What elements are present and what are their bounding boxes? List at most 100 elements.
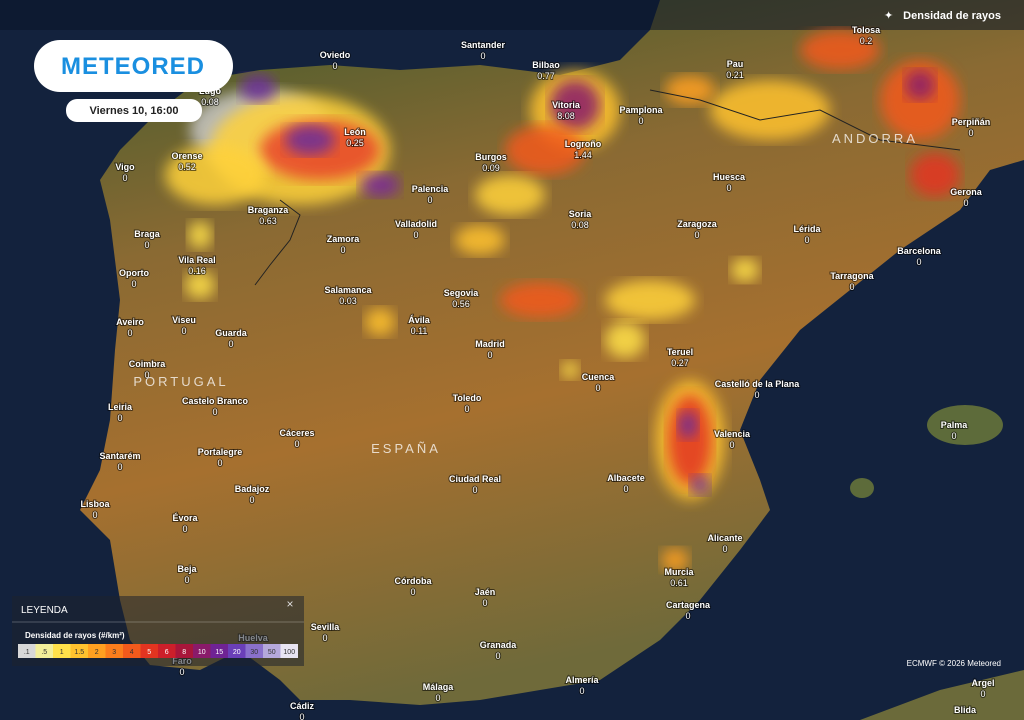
city-name: Palma xyxy=(941,420,969,430)
city-value: 0.56 xyxy=(452,299,470,309)
country-label: PORTUGAL xyxy=(133,374,228,389)
legend-label: 15 xyxy=(215,649,223,656)
storm-cell xyxy=(690,475,710,495)
city-value: 0 xyxy=(117,462,122,472)
city-name: Argel xyxy=(971,678,994,688)
city-value: 0 xyxy=(184,575,189,585)
city-name: León xyxy=(344,127,366,137)
city-value: 0.25 xyxy=(346,138,364,148)
country-label: ESPAÑA xyxy=(371,441,441,456)
legend-label: 100 xyxy=(283,649,295,656)
storm-cell xyxy=(185,271,215,299)
city-name: Viseu xyxy=(172,315,196,325)
city-name: Barcelona xyxy=(897,246,942,256)
city-name: Tolosa xyxy=(852,25,881,35)
legend-swatch xyxy=(158,644,176,658)
city-value: 0 xyxy=(722,544,727,554)
city-value: 0.52 xyxy=(178,162,196,172)
storm-cell xyxy=(360,173,400,197)
city-value: 0.16 xyxy=(188,266,206,276)
city-value: 0 xyxy=(729,440,734,450)
legend-label: 6 xyxy=(165,649,169,656)
city-name: Zamora xyxy=(327,234,361,244)
city-name: Lérida xyxy=(793,224,821,234)
city-name: Cuenca xyxy=(582,372,616,382)
city-name: Aveiro xyxy=(116,317,144,327)
city-value: 0 xyxy=(179,667,184,677)
storm-cell xyxy=(605,280,695,320)
city-value: 0 xyxy=(694,230,699,240)
city-name: Zaragoza xyxy=(677,219,718,229)
storm-cell xyxy=(240,74,276,102)
city-value: 0 xyxy=(480,51,485,61)
city-value: 0 xyxy=(340,245,345,255)
city-name: Tarragona xyxy=(830,271,874,281)
date: Viernes 10, 16:00 xyxy=(89,105,178,117)
city-value: 0 xyxy=(464,404,469,414)
city-value: 0.27 xyxy=(671,358,689,368)
city-name: Coimbra xyxy=(129,359,167,369)
logo: METEORED xyxy=(61,53,205,80)
city-value: 0 xyxy=(332,61,337,71)
storm-cell xyxy=(731,258,759,282)
city-value: 0 xyxy=(951,431,956,441)
city-name: Lisboa xyxy=(80,499,110,509)
city-name: Vila Real xyxy=(178,255,215,265)
city-name: Gerona xyxy=(950,187,983,197)
city-value: 0.03 xyxy=(339,296,357,306)
city-name: Soria xyxy=(569,209,593,219)
city-value: 0 xyxy=(968,128,973,138)
legend-swatch xyxy=(70,644,88,658)
city-name: Madrid xyxy=(475,339,505,349)
city-name: Badajoz xyxy=(235,484,270,494)
city-name: Braga xyxy=(134,229,161,239)
city-name: Leiria xyxy=(108,402,133,412)
storm-cell xyxy=(561,361,579,379)
city-value: 0.2 xyxy=(860,36,873,46)
city-value: 0.11 xyxy=(411,326,428,336)
legend-label: 5 xyxy=(147,649,151,656)
city-value: 0.08 xyxy=(571,220,589,230)
city-value: 0 xyxy=(579,686,584,696)
city-name: Portalegre xyxy=(198,447,243,457)
city-value: 0 xyxy=(980,689,985,699)
city-value: 1.44 xyxy=(574,150,592,160)
storm-cell xyxy=(475,175,545,215)
legend-swatch xyxy=(88,644,106,658)
legend-label: 8 xyxy=(182,649,186,656)
storm-cell xyxy=(710,80,830,140)
storm-cell xyxy=(285,125,335,155)
legend-swatch xyxy=(210,644,228,658)
city-name: Perpiñán xyxy=(952,117,991,127)
legend-scale: .1 .5 1 1.5 2 3 4 5 6 8 10 15 20 30 50 100 xyxy=(18,644,298,658)
layer-title[interactable]: Densidad de rayos xyxy=(903,10,1001,22)
legend-swatch xyxy=(53,644,71,658)
legend-swatch xyxy=(18,644,36,658)
labels: Oviedo0Santander0Bilbao0.77Lugo0.08Vitor… xyxy=(79,24,995,720)
storm-cell xyxy=(500,282,580,318)
legend-close[interactable]: × xyxy=(286,597,293,611)
city-value: 0 xyxy=(131,279,136,289)
city-value: 0 xyxy=(144,370,149,380)
storm-cell xyxy=(800,30,880,70)
city-name: Valladolid xyxy=(395,219,437,229)
city-value: 0 xyxy=(495,651,500,661)
legend-swatch xyxy=(175,644,193,658)
city-name: Castelo Branco xyxy=(182,396,249,406)
city-name: Beja xyxy=(177,564,197,574)
city-value: 0 xyxy=(472,485,477,495)
city-name: Granada xyxy=(480,640,518,650)
city-name: Cádiz xyxy=(290,701,315,711)
storm-cell xyxy=(165,145,265,205)
legend-swatch xyxy=(105,644,123,658)
city-value: 0 xyxy=(413,230,418,240)
city-value: 8.08 xyxy=(557,111,575,121)
city-value: 0 xyxy=(685,611,690,621)
storm-cell xyxy=(550,80,600,130)
legend-swatch xyxy=(140,644,158,658)
city-name: Córdoba xyxy=(395,576,433,586)
city-value: 0 xyxy=(638,116,643,126)
city-value: 0 xyxy=(181,326,186,336)
city-name: Oviedo xyxy=(320,50,351,60)
